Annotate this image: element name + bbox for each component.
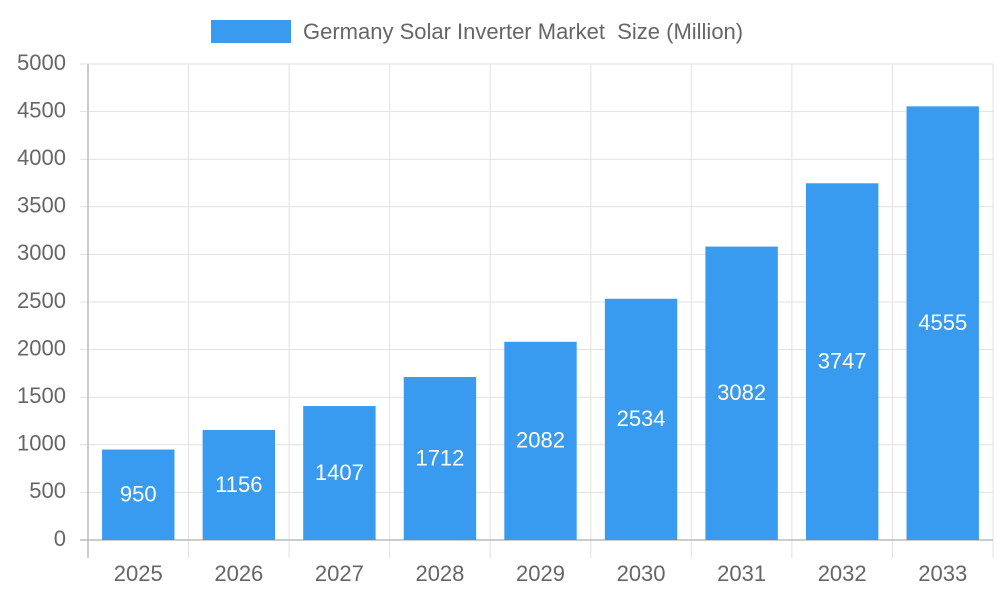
data-label: 1407 (315, 460, 364, 485)
bar (303, 406, 376, 540)
y-tick-label: 3000 (17, 240, 66, 265)
bar (504, 341, 577, 540)
x-tick-label: 2026 (214, 561, 263, 586)
bar (403, 377, 477, 540)
y-tick-label: 4000 (17, 145, 66, 170)
y-tick-label: 5000 (17, 50, 66, 75)
bar (102, 449, 175, 540)
bar (906, 106, 979, 540)
x-tick-label: 2031 (717, 561, 766, 586)
y-tick-label: 1000 (17, 431, 66, 456)
x-tick-label: 2027 (315, 561, 364, 586)
data-label: 2082 (516, 428, 565, 453)
x-tick-label: 2033 (918, 561, 967, 586)
data-label: 950 (120, 482, 157, 507)
data-label: 2534 (617, 406, 666, 431)
y-tick-label: 0 (54, 526, 66, 551)
x-tick-label: 2028 (415, 561, 464, 586)
y-tick-label: 2000 (17, 335, 66, 360)
bar (202, 429, 276, 540)
data-label: 3747 (818, 348, 867, 373)
y-tick-label: 4500 (17, 97, 66, 122)
y-tick-label: 2500 (17, 288, 66, 313)
data-label: 3082 (717, 380, 766, 405)
x-tick-label: 2029 (516, 561, 565, 586)
legend-swatch[interactable] (211, 20, 291, 43)
legend-label[interactable]: Germany Solar Inverter Market Size (Mill… (303, 19, 743, 44)
x-tick-label: 2032 (818, 561, 867, 586)
bar (805, 183, 879, 541)
data-label: 1156 (215, 472, 262, 497)
bar (604, 298, 678, 540)
bar (705, 246, 778, 540)
y-tick-label: 500 (29, 478, 66, 503)
data-label: 1712 (415, 445, 464, 470)
y-tick-label: 1500 (17, 383, 66, 408)
x-tick-label: 2025 (114, 561, 163, 586)
x-tick-label: 2030 (617, 561, 666, 586)
y-tick-label: 3500 (17, 193, 66, 218)
data-label: 4555 (918, 310, 967, 335)
